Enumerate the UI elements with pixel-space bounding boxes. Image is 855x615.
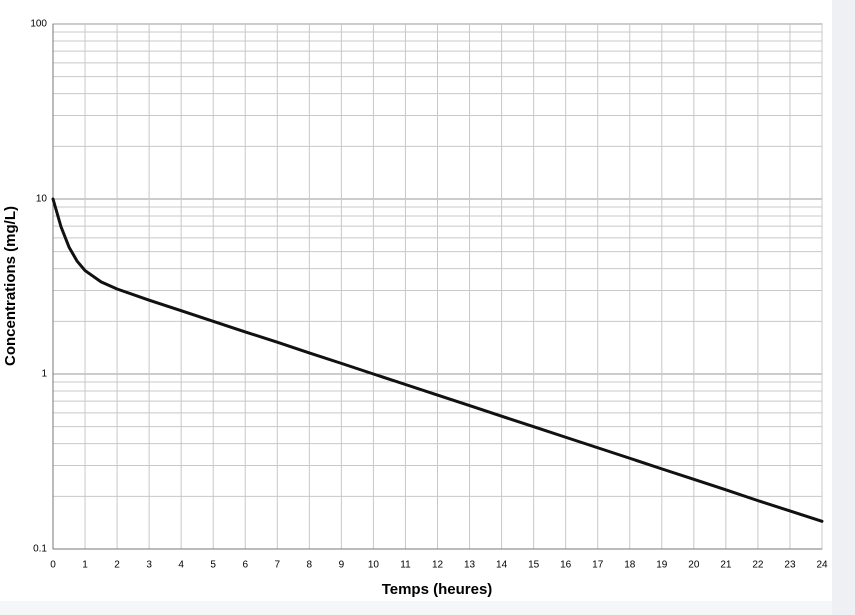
x-tick-label: 10 bbox=[368, 560, 380, 571]
x-tick-label: 5 bbox=[210, 560, 216, 571]
y-tick-label: 1 bbox=[41, 369, 47, 380]
x-tick-label: 9 bbox=[339, 560, 345, 571]
x-tick-label: 13 bbox=[464, 560, 476, 571]
x-tick-label: 20 bbox=[688, 560, 700, 571]
x-tick-label: 1 bbox=[82, 560, 88, 571]
x-tick-label: 2 bbox=[114, 560, 120, 571]
x-tick-label: 18 bbox=[624, 560, 636, 571]
y-tick-label: 0.1 bbox=[33, 544, 47, 555]
x-tick-label: 21 bbox=[720, 560, 732, 571]
x-tick-label: 6 bbox=[242, 560, 248, 571]
x-tick-label: 17 bbox=[592, 560, 604, 571]
x-tick-label: 3 bbox=[146, 560, 152, 571]
x-tick-label: 14 bbox=[496, 560, 508, 571]
x-tick-label: 24 bbox=[816, 560, 828, 571]
x-tick-label: 19 bbox=[656, 560, 668, 571]
x-axis-title: Temps (heures) bbox=[382, 581, 493, 598]
x-tick-label: 15 bbox=[528, 560, 540, 571]
x-tick-label: 23 bbox=[784, 560, 796, 571]
data-line bbox=[51, 197, 824, 523]
x-tick-label: 8 bbox=[307, 560, 313, 571]
y-axis-title: Concentrations (mg/L) bbox=[2, 206, 19, 366]
x-tick-label: 4 bbox=[178, 560, 184, 571]
x-tick-label: 7 bbox=[275, 560, 281, 571]
x-tick-label: 11 bbox=[400, 560, 411, 571]
x-tick-label: 0 bbox=[50, 560, 56, 571]
y-tick-label: 100 bbox=[30, 19, 47, 30]
bottom-panel bbox=[0, 601, 832, 615]
x-tick-label: 16 bbox=[560, 560, 572, 571]
y-tick-label: 10 bbox=[36, 194, 48, 205]
plot bbox=[51, 197, 824, 523]
x-tick-label: 12 bbox=[432, 560, 444, 571]
x-tick-label: 22 bbox=[752, 560, 764, 571]
side-panel bbox=[832, 0, 855, 615]
